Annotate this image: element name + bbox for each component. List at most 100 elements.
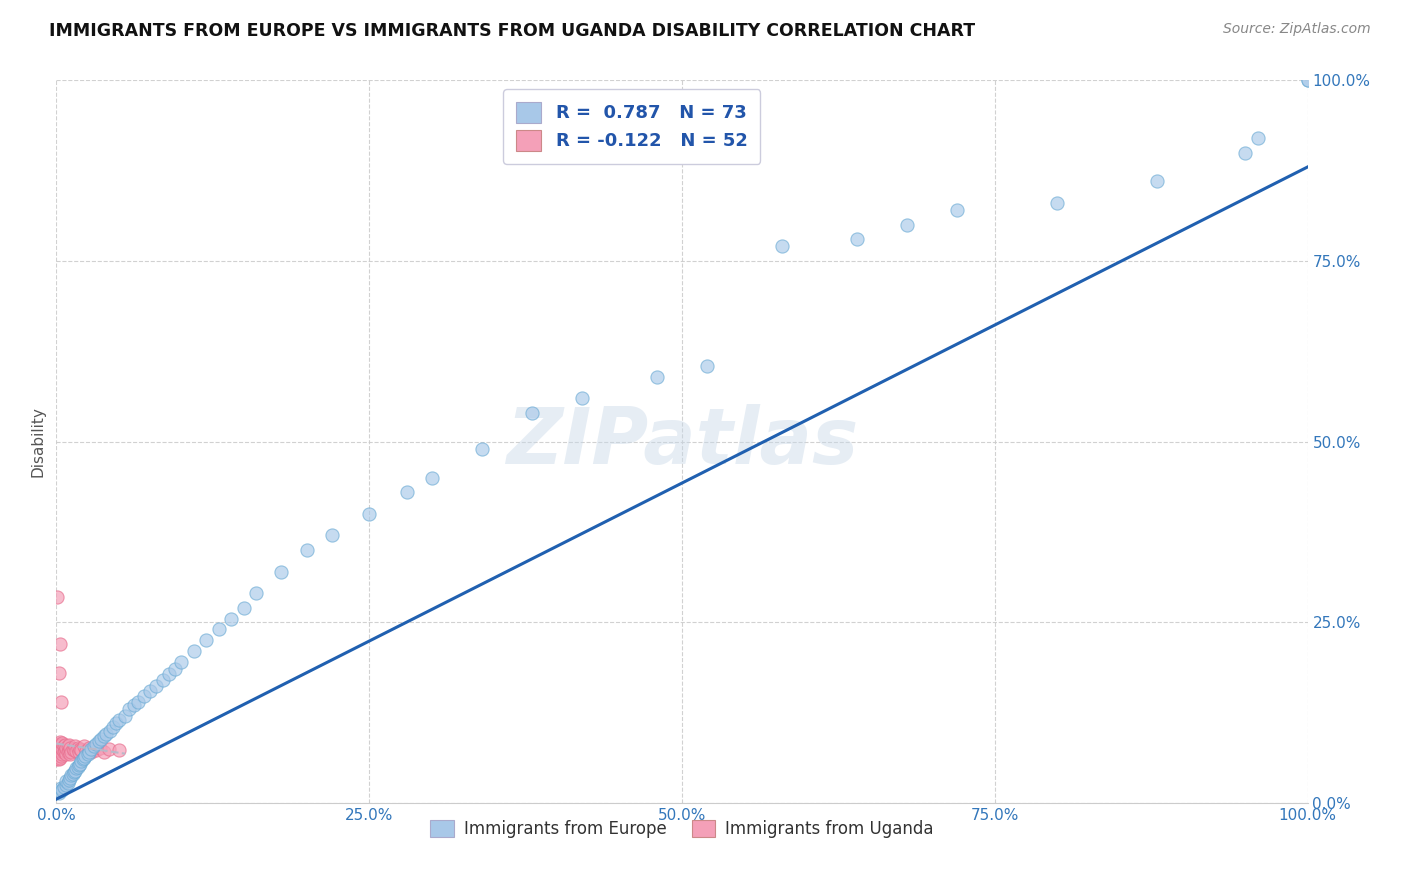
Point xyxy=(45,741,67,756)
Point xyxy=(101,720,124,734)
Point xyxy=(1296,73,1319,87)
Point xyxy=(52,739,75,754)
Point xyxy=(93,729,115,743)
Point xyxy=(51,741,73,756)
Point xyxy=(45,738,67,752)
Point xyxy=(59,740,82,755)
Point xyxy=(183,644,205,658)
Point xyxy=(1046,196,1069,211)
Text: IMMIGRANTS FROM EUROPE VS IMMIGRANTS FROM UGANDA DISABILITY CORRELATION CHART: IMMIGRANTS FROM EUROPE VS IMMIGRANTS FRO… xyxy=(49,22,976,40)
Point xyxy=(1246,131,1268,145)
Point xyxy=(51,738,73,752)
Point xyxy=(75,744,97,758)
Point xyxy=(49,751,72,765)
Point xyxy=(471,442,494,456)
Point xyxy=(62,743,84,757)
Point xyxy=(70,743,93,757)
Point xyxy=(46,748,69,763)
Point xyxy=(165,662,187,676)
Point xyxy=(127,695,149,709)
Point xyxy=(49,637,72,651)
Point xyxy=(59,771,82,785)
Point xyxy=(49,784,72,798)
Point xyxy=(80,741,103,756)
Point xyxy=(139,683,162,698)
Point xyxy=(55,747,77,761)
Point xyxy=(63,739,86,754)
Point xyxy=(896,218,918,232)
Point xyxy=(87,734,110,748)
Point xyxy=(55,778,77,792)
Point xyxy=(48,665,70,680)
Point xyxy=(58,744,80,758)
Point xyxy=(73,739,96,754)
Point xyxy=(1296,73,1319,87)
Point xyxy=(1146,174,1168,188)
Point xyxy=(1234,145,1257,160)
Point xyxy=(70,754,93,768)
Point xyxy=(90,732,112,747)
Point xyxy=(208,623,231,637)
Point xyxy=(118,702,141,716)
Point xyxy=(571,391,593,405)
Point xyxy=(98,723,121,738)
Point xyxy=(51,747,73,761)
Point xyxy=(56,745,79,759)
Point xyxy=(77,745,100,759)
Point xyxy=(65,744,87,758)
Point xyxy=(80,745,103,759)
Point xyxy=(108,713,131,727)
Point xyxy=(58,772,80,787)
Point xyxy=(51,736,73,750)
Point xyxy=(52,780,75,794)
Point xyxy=(63,764,86,778)
Point xyxy=(48,752,70,766)
Point xyxy=(846,232,869,246)
Point xyxy=(83,739,105,754)
Point xyxy=(48,741,70,756)
Point xyxy=(49,745,72,759)
Point xyxy=(946,203,969,218)
Point xyxy=(66,740,89,755)
Point xyxy=(233,600,256,615)
Point xyxy=(53,744,76,758)
Point xyxy=(89,740,111,755)
Point xyxy=(53,738,76,752)
Point xyxy=(72,752,94,766)
Point xyxy=(295,542,318,557)
Point xyxy=(132,689,155,703)
Point xyxy=(51,695,73,709)
Point xyxy=(48,737,70,751)
Point xyxy=(51,748,73,763)
Text: Source: ZipAtlas.com: Source: ZipAtlas.com xyxy=(1223,22,1371,37)
Point xyxy=(221,611,243,625)
Legend: Immigrants from Europe, Immigrants from Uganda: Immigrants from Europe, Immigrants from … xyxy=(422,812,942,847)
Point xyxy=(45,745,67,759)
Point xyxy=(157,667,180,681)
Y-axis label: Disability: Disability xyxy=(30,406,45,477)
Point xyxy=(55,740,77,755)
Point xyxy=(83,741,105,756)
Point xyxy=(60,745,83,759)
Point xyxy=(52,745,75,759)
Point xyxy=(62,765,84,780)
Point xyxy=(45,752,67,766)
Point xyxy=(76,747,98,761)
Point xyxy=(73,751,96,765)
Point xyxy=(59,747,82,761)
Point xyxy=(49,740,72,755)
Point xyxy=(84,737,107,751)
Point xyxy=(170,655,193,669)
Point xyxy=(51,781,73,796)
Point xyxy=(55,774,77,789)
Point xyxy=(65,761,87,775)
Point xyxy=(46,744,69,758)
Point xyxy=(114,709,136,723)
Point xyxy=(51,782,73,797)
Point xyxy=(73,748,96,763)
Point xyxy=(67,745,90,759)
Point xyxy=(48,747,70,761)
Point xyxy=(105,716,128,731)
Point xyxy=(46,590,69,604)
Point xyxy=(48,786,70,800)
